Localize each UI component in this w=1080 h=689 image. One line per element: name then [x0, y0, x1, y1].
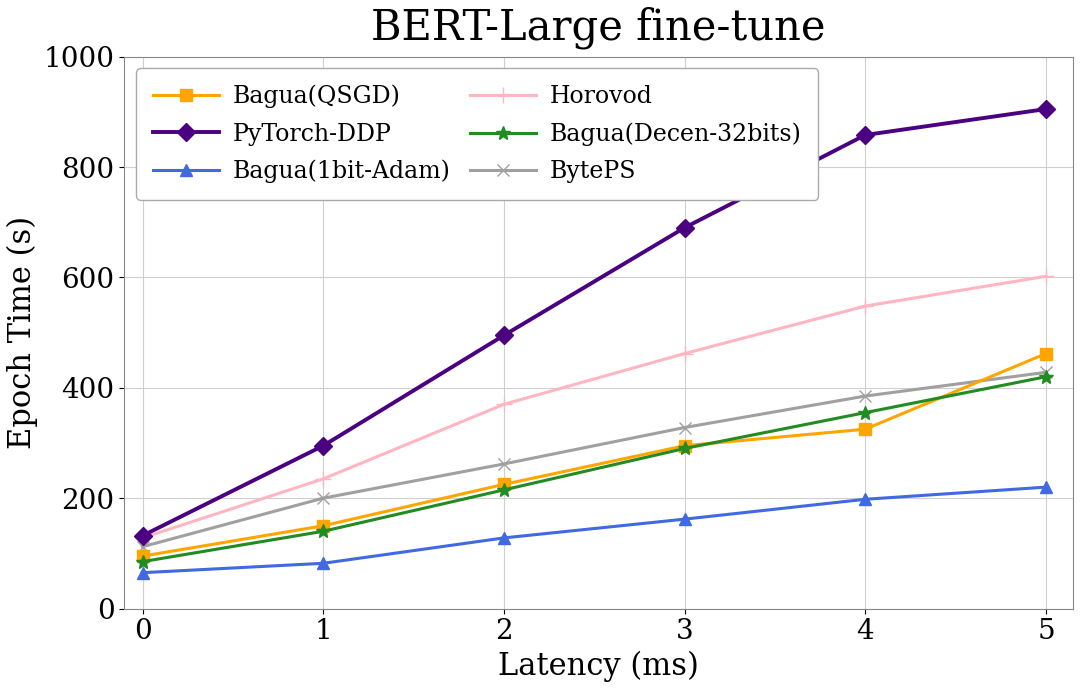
PyTorch-DDP — [1039, 105, 1052, 113]
Bagua(Decen-32bits) — [498, 486, 511, 494]
Bagua(QSGD) — [316, 522, 329, 530]
PyTorch-DDP — [136, 532, 149, 540]
Bagua(1bit-Adam) — [316, 559, 329, 568]
Horovod — [1039, 272, 1052, 280]
PyTorch-DDP — [678, 224, 691, 232]
Bagua(Decen-32bits) — [316, 527, 329, 535]
BytePS — [1039, 368, 1052, 376]
Bagua(1bit-Adam) — [859, 495, 872, 504]
PyTorch-DDP — [498, 331, 511, 340]
X-axis label: Latency (ms): Latency (ms) — [498, 651, 699, 682]
Line: Horovod: Horovod — [135, 269, 1054, 546]
Legend: Bagua(QSGD), PyTorch-DDP, Bagua(1bit-Adam), Horovod, Bagua(Decen-32bits), BytePS: Bagua(QSGD), PyTorch-DDP, Bagua(1bit-Ada… — [136, 68, 819, 200]
PyTorch-DDP — [859, 131, 872, 139]
Bagua(Decen-32bits) — [1039, 373, 1052, 381]
Bagua(QSGD) — [1039, 349, 1052, 358]
Bagua(Decen-32bits) — [678, 444, 691, 453]
PyTorch-DDP — [316, 442, 329, 450]
Horovod — [136, 534, 149, 542]
Line: PyTorch-DDP: PyTorch-DDP — [136, 103, 1052, 542]
Bagua(QSGD) — [136, 552, 149, 560]
Line: Bagua(Decen-32bits): Bagua(Decen-32bits) — [136, 370, 1053, 568]
BytePS — [316, 494, 329, 502]
Line: Bagua(1bit-Adam): Bagua(1bit-Adam) — [137, 482, 1052, 578]
Title: BERT-Large fine-tune: BERT-Large fine-tune — [372, 7, 826, 50]
BytePS — [678, 423, 691, 431]
Line: Bagua(QSGD): Bagua(QSGD) — [137, 348, 1052, 562]
BytePS — [859, 392, 872, 400]
Bagua(QSGD) — [678, 442, 691, 450]
Horovod — [498, 400, 511, 409]
Bagua(1bit-Adam) — [678, 515, 691, 523]
Bagua(1bit-Adam) — [498, 534, 511, 542]
Y-axis label: Epoch Time (s): Epoch Time (s) — [6, 216, 38, 449]
Bagua(1bit-Adam) — [1039, 483, 1052, 491]
Bagua(QSGD) — [859, 425, 872, 433]
Horovod — [678, 349, 691, 358]
BytePS — [136, 543, 149, 551]
BytePS — [498, 460, 511, 468]
Bagua(Decen-32bits) — [859, 409, 872, 417]
Bagua(QSGD) — [498, 480, 511, 489]
Line: BytePS: BytePS — [136, 366, 1052, 553]
Bagua(Decen-32bits) — [136, 557, 149, 566]
Horovod — [859, 302, 872, 310]
Bagua(1bit-Adam) — [136, 568, 149, 577]
Horovod — [316, 475, 329, 483]
